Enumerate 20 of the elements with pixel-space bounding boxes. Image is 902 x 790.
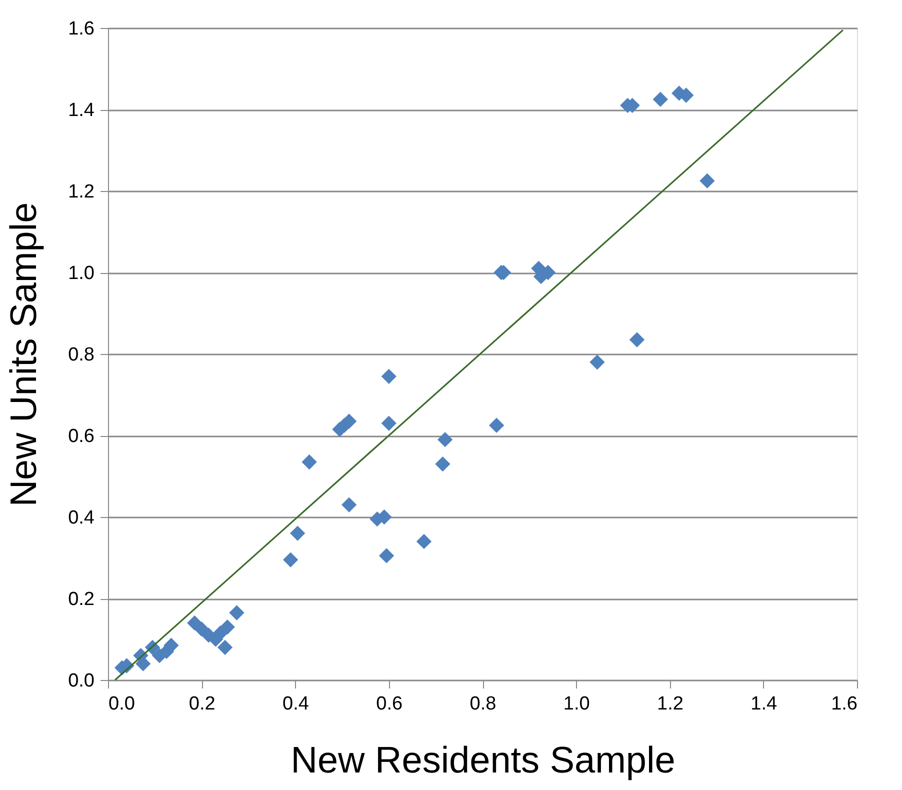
y-tick-label: 1.4 (68, 100, 95, 121)
y-tick-label: 0.0 (68, 670, 94, 692)
x-tick-label: 0.2 (188, 694, 216, 714)
y-tick-label: 1.0 (68, 263, 94, 284)
x-tick-label: 0.0 (108, 694, 135, 714)
x-tick-label: 1.6 (831, 694, 858, 714)
y-tick-label: 0.6 (68, 426, 94, 447)
x-axis-title: New Residents Sample (290, 740, 676, 780)
y-tick-label: 0.2 (68, 589, 94, 610)
y-axis-title: New Units Sample (3, 202, 44, 507)
y-tick-label: 0.4 (68, 508, 95, 528)
x-tick-label: 1.0 (563, 694, 590, 714)
x-tick-label: 1.2 (657, 694, 684, 714)
y-tick-label: 1.6 (68, 18, 94, 40)
y-tick-label: 0.8 (68, 344, 94, 366)
y-tick-label: 1.2 (68, 182, 94, 202)
x-tick-label: 1.4 (750, 694, 778, 714)
x-tick-label: 0.4 (282, 694, 310, 714)
x-tick-label: 0.8 (470, 694, 496, 714)
x-tick-label: 0.6 (376, 694, 403, 714)
